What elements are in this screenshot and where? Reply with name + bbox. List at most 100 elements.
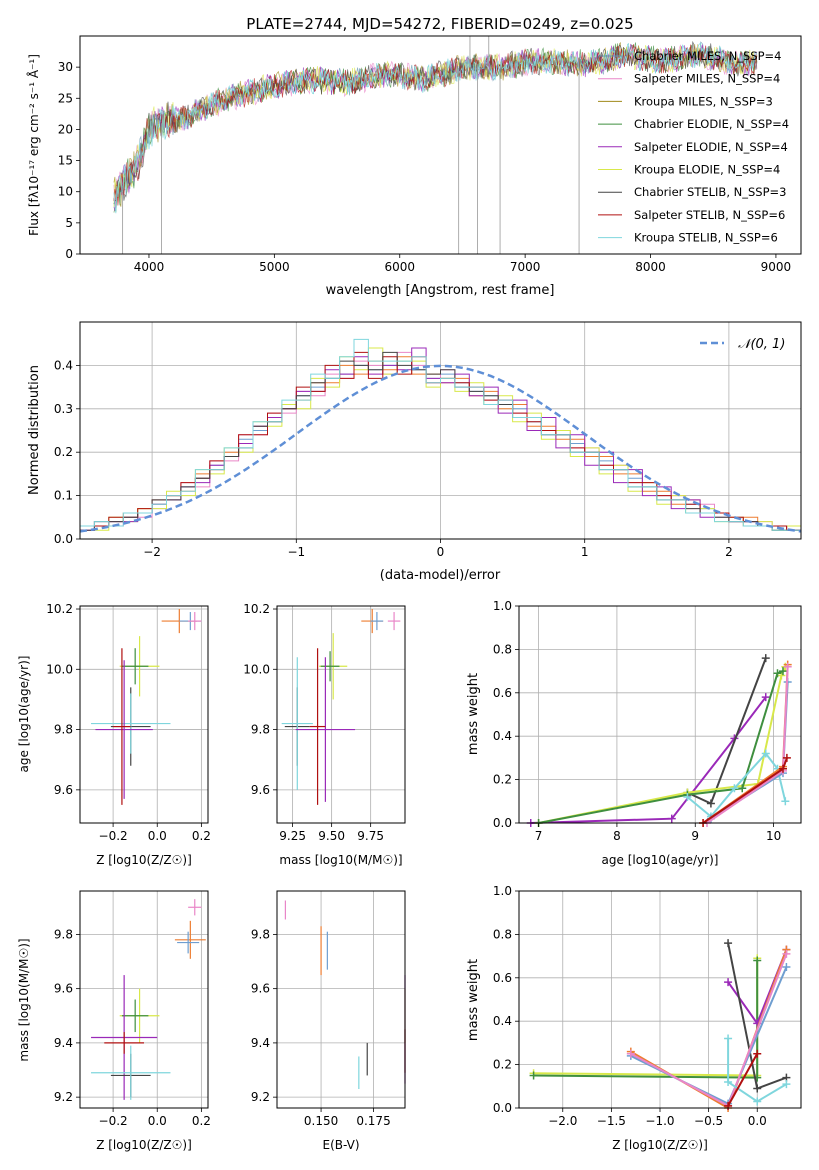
- y-tick-label: 25: [58, 91, 73, 105]
- y-tick-label: 10.2: [46, 602, 73, 616]
- y-tick-label: 0.3: [54, 402, 73, 416]
- y-tick-label: 10.0: [243, 662, 270, 676]
- mass-weight-marker: [782, 949, 791, 958]
- mass-weight-vs-age-series: [526, 654, 792, 827]
- y-tick-label: 1.0: [493, 599, 512, 613]
- y-tick-label: 9.6: [54, 783, 73, 797]
- mass-weight-marker: [761, 654, 770, 663]
- residuals-ylabel: Normed distribution: [27, 365, 42, 495]
- mass-weight-vs-age-frame: [518, 605, 802, 824]
- mass-weight-marker: [753, 1097, 762, 1106]
- x-tick-label: 10: [766, 829, 781, 843]
- y-tick-label: 0.2: [54, 445, 73, 459]
- mass-weight-marker: [782, 962, 791, 971]
- mass-vs-ebv-grid: [277, 891, 405, 1108]
- mass-weight-marker: [753, 1084, 762, 1093]
- mass-weight-marker: [724, 1034, 733, 1043]
- mass-vs-ebv-xlabel: E(B-V): [322, 1138, 359, 1152]
- mass-weight-vs-age-ylabel: mass weight: [466, 673, 481, 755]
- mass-weight-marker: [706, 799, 715, 808]
- mass-vs-Z-xlabel: Z [log10(Z/Z☉)]: [96, 1138, 192, 1152]
- mass-weight-marker: [626, 1049, 635, 1058]
- age-vs-Z-points: [91, 609, 202, 805]
- mass-vs-ebv-points: [284, 900, 406, 1090]
- y-tick-label: 5: [65, 216, 73, 230]
- mass-weight-line: [727, 1053, 759, 1107]
- mass-weight-marker: [724, 939, 733, 948]
- age-vs-Z-frame: [79, 605, 209, 824]
- mass-weight-line: [686, 657, 767, 805]
- mass-weight-vs-age-panel: 7 8 9 10 0.0 0.2 0.4 0.6 0.8 1.0 age [log10(age/y…: [466, 599, 802, 867]
- mass-weight-marker: [724, 1077, 733, 1086]
- mass-weight-marker: [724, 978, 733, 987]
- mass-weight-line: [538, 670, 784, 824]
- y-tick-label: 9.6: [251, 982, 270, 996]
- histogram-step: [80, 338, 801, 531]
- mass-weight-vs-age-ticks: 7 8 9 10 0.0 0.2 0.4 0.6 0.8 1.0: [493, 599, 781, 843]
- age-vs-mass-xlabel: mass [log10(M/M☉)]: [279, 853, 402, 867]
- x-tick-label: −2: [143, 545, 161, 559]
- x-tick-label: 0.0: [148, 1114, 167, 1128]
- gaussian-legend-label: 𝒩(0, 1): [738, 337, 785, 352]
- mass-weight-marker: [529, 1071, 538, 1080]
- mass-vs-ebv-frame: [276, 890, 406, 1109]
- legend-label: Kroupa ELODIE, N_SSP=4: [634, 163, 780, 177]
- y-tick-label: 10.0: [46, 662, 73, 676]
- y-tick-label: 10.2: [243, 602, 270, 616]
- age-vs-mass-panel: 9.25 9.50 9.75 9.6 9.8 10.0 10.2 mass [log10(M…: [243, 602, 406, 867]
- y-tick-label: 10: [58, 185, 73, 199]
- x-tick-label: 4000: [134, 260, 165, 274]
- y-tick-label: 9.2: [54, 1090, 73, 1104]
- x-tick-label: −1.5: [597, 1114, 626, 1128]
- x-tick-label: −1: [287, 545, 305, 559]
- y-tick-label: 0.6: [493, 686, 512, 700]
- x-tick-label: 9.25: [279, 829, 306, 843]
- age-vs-mass-points: [281, 609, 401, 805]
- age-vs-Z-ticks: −0.2 0.0 0.2 9.6 9.8 10.0 10.2: [46, 602, 211, 843]
- mass-weight-marker: [761, 693, 770, 702]
- legend-label: Chabrier MILES, N_SSP=4: [634, 49, 781, 63]
- x-tick-label: −1.0: [645, 1114, 674, 1128]
- mass-vs-ebv-panel: 0.150 0.175 9.2 9.4 9.6 9.8 E(B-V): [251, 890, 406, 1152]
- x-tick-label: 0.150: [304, 1114, 338, 1128]
- y-tick-label: 0.2: [493, 1058, 512, 1072]
- y-tick-label: 0.4: [493, 729, 512, 743]
- mass-weight-line: [686, 752, 787, 818]
- spectrum-panel: 4000 5000 6000 7000 8000 9000 0 5 10 15 20 25 30 wav…: [26, 35, 802, 298]
- y-tick-label: 9.4: [251, 1036, 270, 1050]
- mass-vs-Z-ticks: −0.2 0.0 0.2 9.2 9.4 9.6 9.8: [54, 927, 211, 1128]
- mass-weight-vs-Z-xlabel: Z [log10(Z/Z☉)]: [612, 1138, 708, 1152]
- y-tick-label: 1.0: [493, 884, 512, 898]
- mass-weight-marker: [753, 1049, 762, 1058]
- age-vs-mass-frame: [276, 605, 406, 824]
- mass-weight-marker: [778, 764, 787, 773]
- mass-weight-marker: [783, 662, 792, 671]
- mass-weight-vs-Z-ticks: −2.0 −1.5 −1.0 −0.5 0.0 0.0 0.2 0.4 0.6 0.8 1.0: [493, 884, 767, 1128]
- x-tick-label: 5000: [259, 260, 290, 274]
- figure-title: PLATE=2744, MJD=54272, FIBERID=0249, z=0…: [246, 15, 633, 33]
- mass-weight-line: [706, 666, 789, 824]
- mass-vs-Z-panel: −0.2 0.0 0.2 9.2 9.4 9.6 9.8 Z [log10(Z/Z☉)] m…: [17, 890, 211, 1152]
- spectrum-series: [113, 36, 758, 254]
- age-vs-mass-ticks: 9.25 9.50 9.75 9.6 9.8 10.0 10.2: [243, 602, 384, 843]
- y-tick-label: 9.8: [251, 723, 270, 737]
- x-tick-label: 1: [581, 545, 589, 559]
- x-tick-label: 0.2: [192, 829, 211, 843]
- x-tick-label: 2: [725, 545, 733, 559]
- mass-weight-marker: [667, 814, 676, 823]
- y-tick-label: 0.2: [493, 773, 512, 787]
- mass-vs-Z-grid: [80, 891, 208, 1108]
- mass-weight-marker: [730, 784, 739, 793]
- legend-label: Salpeter STELIB, N_SSP=6: [634, 208, 785, 222]
- mass-weight-marker: [782, 753, 791, 762]
- mass-weight-marker: [778, 667, 787, 676]
- x-tick-label: 6000: [384, 260, 415, 274]
- mass-weight-vs-Z-ylabel: mass weight: [466, 959, 481, 1041]
- y-tick-label: 0.0: [54, 532, 73, 546]
- mass-weight-marker: [683, 792, 692, 801]
- x-tick-label: 0.0: [748, 1114, 767, 1128]
- y-tick-label: 9.8: [54, 927, 73, 941]
- y-tick-label: 0.8: [493, 642, 512, 656]
- x-tick-label: −0.2: [99, 829, 128, 843]
